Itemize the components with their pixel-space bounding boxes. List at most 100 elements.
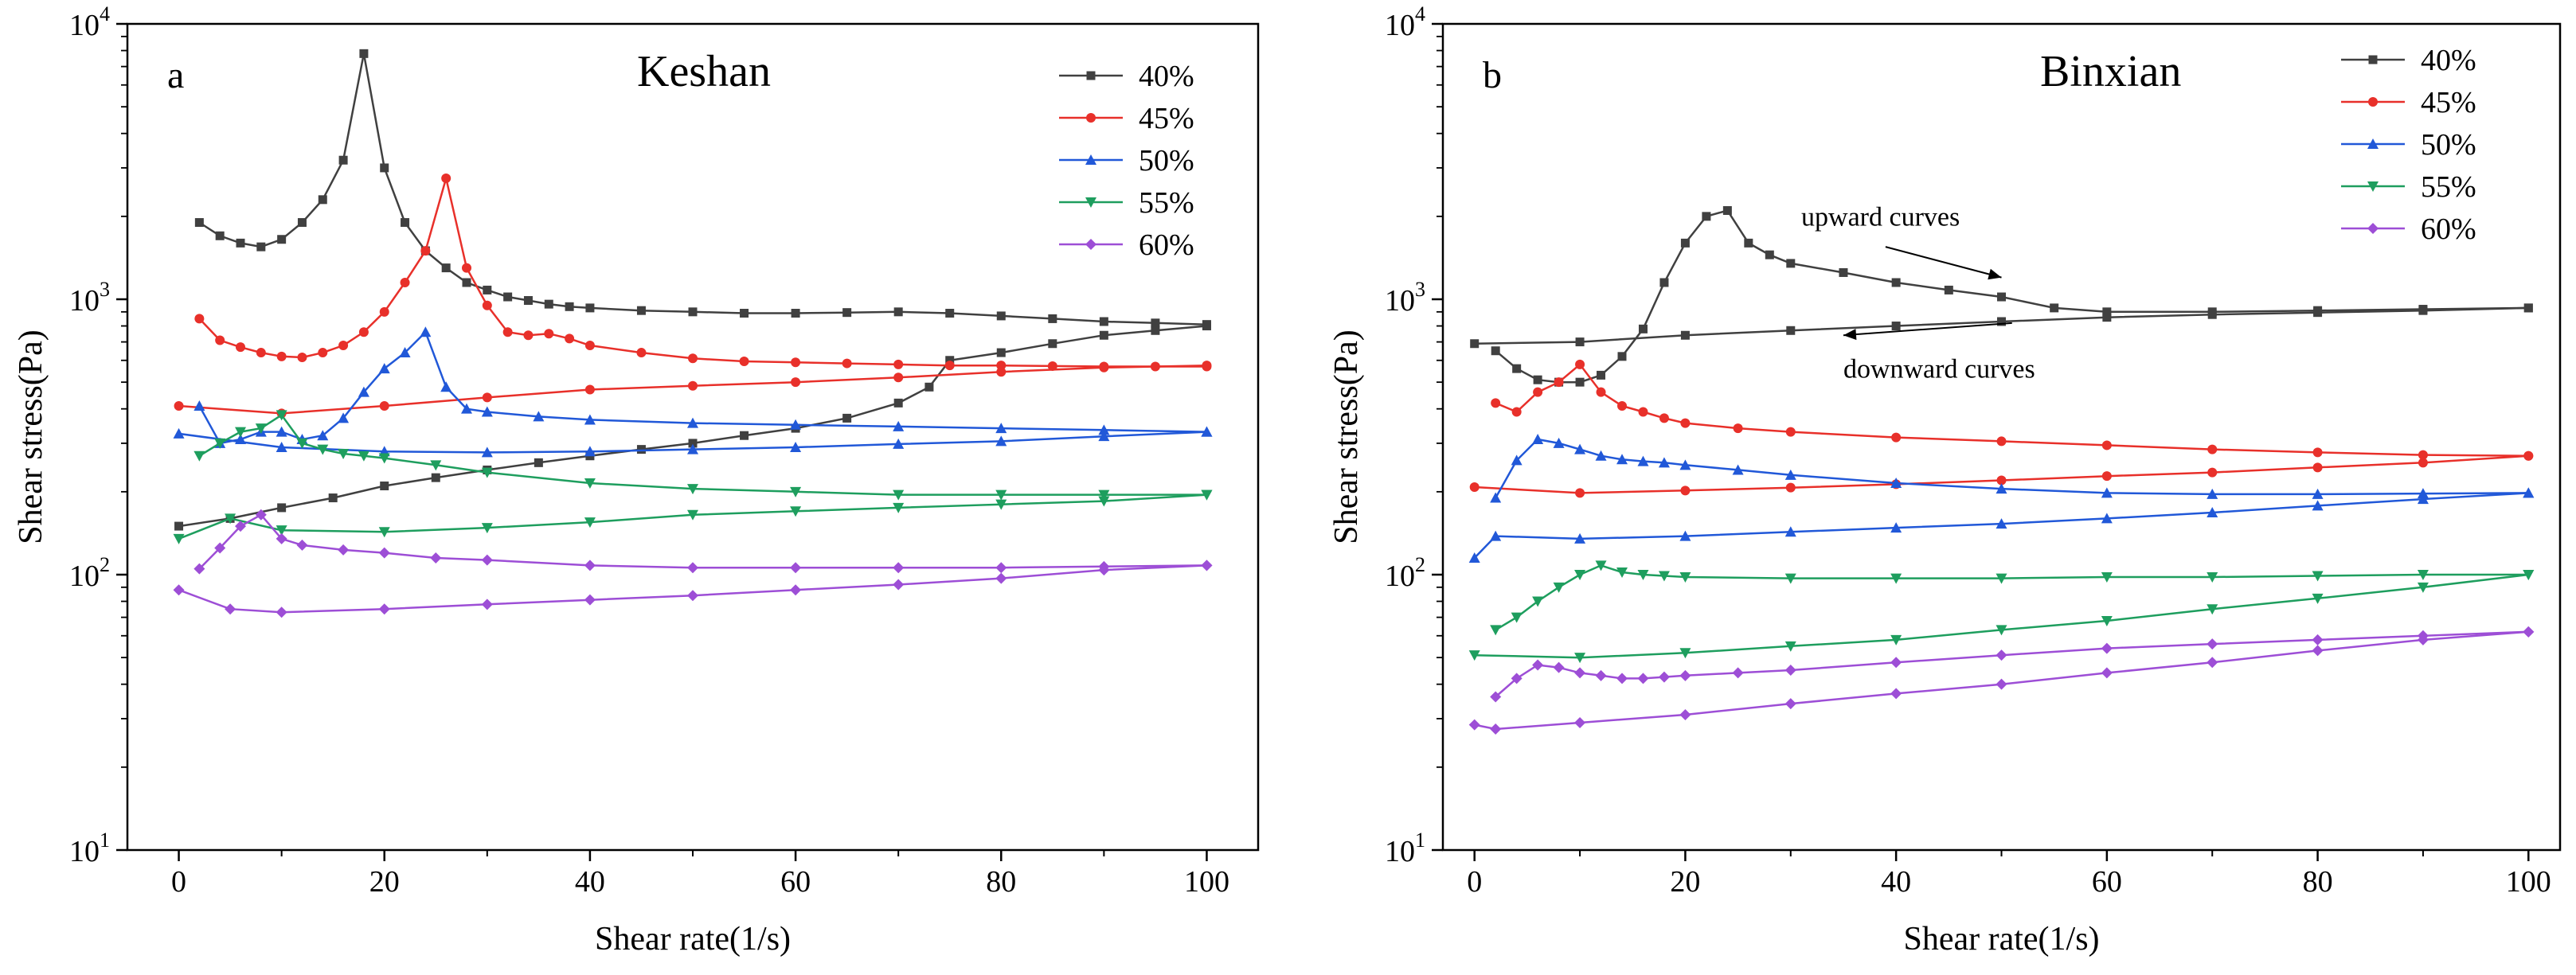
data-point (256, 242, 266, 252)
data-point (225, 513, 236, 525)
data-point (2102, 307, 2112, 317)
data-point (481, 523, 493, 534)
y-tick-label: 103 (69, 278, 110, 318)
data-point (194, 218, 204, 228)
series-line-down (178, 564, 1207, 614)
series-60pct (1468, 626, 2535, 735)
legend-label: 50% (2421, 128, 2476, 162)
data-point (338, 448, 350, 459)
data-point (1574, 717, 1586, 729)
data-point (945, 309, 955, 318)
data-point (1659, 278, 1669, 287)
data-point (1490, 492, 1502, 503)
x-tick-label: 0 (1467, 865, 1482, 899)
data-point (1098, 489, 1110, 501)
series-line-up (198, 513, 1207, 570)
data-point (2101, 487, 2113, 498)
x-axis-label: Shear rate(1/s) (1903, 921, 2099, 957)
series-50pct (173, 326, 1213, 458)
data-point (1490, 530, 1502, 541)
data-point (358, 386, 369, 397)
data-point (1597, 370, 1606, 380)
data-point (893, 398, 903, 408)
data-point (174, 521, 184, 531)
data-point (461, 403, 472, 414)
x-tick-label: 40 (1881, 865, 1911, 899)
data-point (687, 417, 698, 428)
data-point (2207, 572, 2218, 583)
data-point (1659, 413, 1669, 423)
data-point (1595, 450, 1607, 461)
data-point (1996, 573, 2007, 584)
data-point (1574, 570, 1586, 580)
data-point (430, 460, 442, 471)
data-point (1891, 432, 1902, 443)
series-50pct (1468, 433, 2535, 563)
data-point (235, 427, 246, 438)
data-point (1722, 206, 1732, 216)
data-point (2101, 667, 2113, 679)
data-point (399, 347, 411, 358)
data-point (995, 435, 1007, 447)
data-point (256, 348, 266, 358)
panel-label: a (167, 54, 184, 96)
data-point (1890, 477, 1902, 488)
data-point (1553, 661, 1565, 673)
data-point (431, 473, 440, 482)
x-tick-label: 80 (2303, 865, 2333, 899)
data-point (584, 446, 596, 457)
data-point (338, 155, 348, 165)
chart-title: Binxian (2040, 47, 2181, 96)
data-point (502, 327, 513, 337)
data-point (1098, 564, 1110, 576)
data-point (688, 307, 698, 317)
data-point (1658, 571, 1670, 582)
data-point (1532, 433, 1544, 444)
data-point (2102, 313, 2112, 322)
data-point (790, 584, 802, 596)
data-point (503, 292, 513, 302)
data-point (297, 353, 307, 363)
y-tick-label: 104 (69, 2, 110, 42)
legend-marker (1085, 154, 1096, 165)
data-point (1490, 625, 1502, 636)
data-point (1784, 469, 1796, 480)
data-point (378, 603, 390, 615)
data-point (893, 579, 905, 591)
data-point (1997, 292, 2006, 302)
data-point (1784, 641, 1796, 652)
legend-label: 55% (1139, 186, 1194, 220)
data-point (400, 277, 410, 287)
data-point (1658, 671, 1670, 683)
data-point (483, 285, 492, 294)
data-point (1616, 567, 1628, 579)
annotation-arrowhead (1843, 329, 1857, 341)
data-point (2312, 645, 2324, 657)
data-point (1151, 326, 1160, 335)
panel-label: b (1483, 54, 1502, 96)
data-point (338, 340, 349, 350)
data-point (277, 235, 287, 244)
data-point (338, 412, 350, 423)
legend-marker (1086, 113, 1096, 123)
data-point (1532, 596, 1544, 607)
data-point (235, 521, 246, 532)
data-point (2207, 507, 2218, 518)
data-point (173, 533, 185, 544)
x-tick-label: 100 (1184, 865, 1229, 899)
data-point (359, 49, 369, 58)
data-point (378, 547, 390, 559)
data-point (318, 348, 328, 358)
data-point (1784, 698, 1796, 710)
legend-label: 45% (2421, 86, 2476, 119)
x-tick-label: 20 (1670, 865, 1700, 899)
data-point (214, 542, 226, 554)
x-axis-label: Shear rate(1/s) (595, 921, 791, 957)
data-point (1679, 459, 1691, 470)
data-point (1098, 424, 1110, 435)
legend-label: 60% (1139, 228, 1194, 262)
data-point (584, 594, 596, 606)
data-point (995, 562, 1007, 574)
data-point (1616, 673, 1628, 684)
data-point (1744, 238, 1753, 248)
